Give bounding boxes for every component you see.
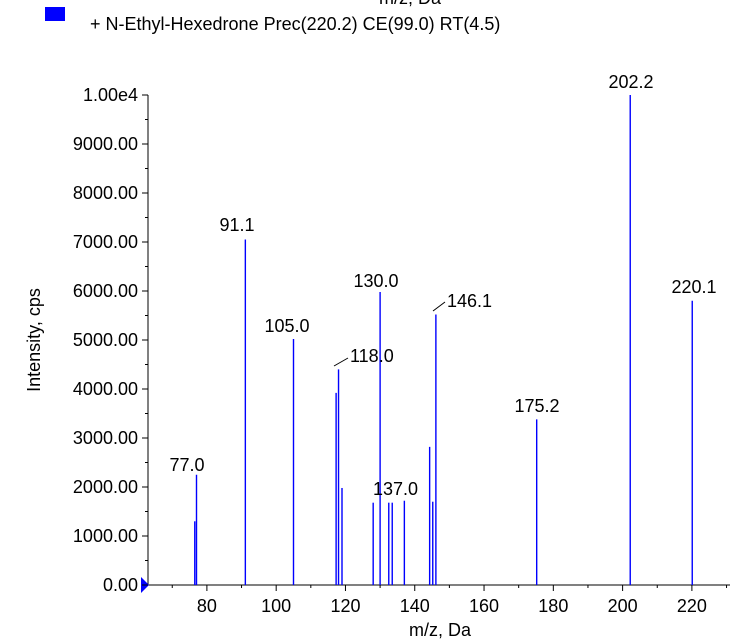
y-axis-ticks: 0.00 1000.00 2000.00 3000.00 4000.00 5000.00 6…	[73, 85, 148, 595]
x-tick-label: 200	[608, 596, 638, 616]
y-tick-label: 1.00e4	[83, 85, 138, 105]
peak-label-77: 77.0	[169, 455, 204, 475]
legend-swatch	[45, 7, 65, 21]
peak-bars	[194, 95, 693, 585]
x-axis-ticks: 80 100 120 140 160 180 200 220	[171, 585, 728, 616]
x-tick-label: 220	[677, 596, 707, 616]
x-tick-label: 100	[261, 596, 291, 616]
label-leader-146	[432, 301, 446, 312]
y-tick-label: 7000.00	[73, 232, 138, 252]
y-tick-label: 4000.00	[73, 379, 138, 399]
y-tick-label: 5000.00	[73, 330, 138, 350]
y-tick-label: 3000.00	[73, 428, 138, 448]
x-tick-label: 120	[330, 596, 360, 616]
y-tick-label: 0.00	[103, 575, 138, 595]
peak-label-130: 130.0	[353, 271, 398, 291]
peak-labels: 77.0 91.1 105.0 118.0 130.0 137.0 146.1 …	[169, 72, 716, 499]
peak-label-146: 146.1	[447, 291, 492, 311]
x-tick-label: 140	[400, 596, 430, 616]
x-tick-label: 80	[197, 596, 217, 616]
x-tick-label: 160	[469, 596, 499, 616]
legend-text: + N-Ethyl-Hexedrone Prec(220.2) CE(99.0)…	[90, 14, 500, 34]
y-tick-label: 9000.00	[73, 134, 138, 154]
x-tick-label: 180	[538, 596, 568, 616]
peak-label-105: 105.0	[264, 316, 309, 336]
label-leader-118	[333, 357, 349, 367]
peak-label-118: 118.0	[350, 346, 394, 366]
y-tick-label: 8000.00	[73, 183, 138, 203]
y-axis-label: Intensity, cps	[24, 288, 44, 392]
y-tick-label: 1000.00	[73, 526, 138, 546]
peak-label-91: 91.1	[219, 215, 254, 235]
peak-label-137: 137.0	[373, 479, 418, 499]
top-cut-axis-label: m/z, Da	[379, 0, 442, 8]
peak-label-175: 175.2	[514, 396, 559, 416]
peak-label-202: 202.2	[608, 72, 653, 92]
y-tick-label: 6000.00	[73, 281, 138, 301]
x-axis-label: m/z, Da	[409, 620, 472, 640]
peak-label-220: 220.1	[671, 277, 716, 297]
y-tick-label: 2000.00	[73, 477, 138, 497]
